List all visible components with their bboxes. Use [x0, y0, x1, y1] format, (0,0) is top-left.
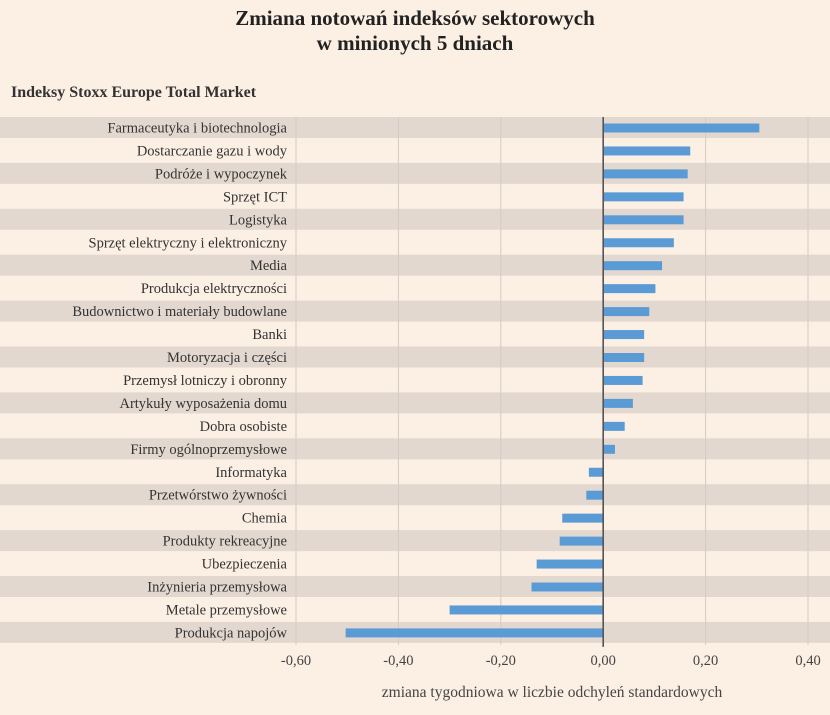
bar: [603, 215, 684, 225]
row-band: [0, 208, 830, 230]
category-label: Dostarczanie gazu i wody: [137, 143, 288, 159]
category-label: Artykuły wyposażenia domu: [119, 396, 287, 412]
bar: [603, 307, 650, 317]
bar: [603, 421, 625, 431]
row-band: [0, 438, 830, 460]
bar: [603, 238, 674, 248]
x-tick-label: 0,40: [795, 653, 820, 669]
category-label: Produkty rekreacyjne: [163, 534, 287, 550]
category-label: Chemia: [242, 511, 288, 527]
category-label: Sprzęt ICT: [223, 189, 287, 205]
bar: [586, 490, 604, 500]
row-band: [0, 576, 830, 597]
bar: [603, 375, 643, 385]
category-label: Motoryzacja i części: [167, 350, 287, 366]
row-band: [0, 300, 830, 322]
bar: [603, 169, 688, 179]
category-label: Produkcja elektryczności: [141, 281, 287, 297]
bar: [603, 261, 663, 271]
bars: [345, 123, 760, 638]
bar: [603, 353, 645, 362]
row-band: [0, 392, 830, 414]
category-label: Podróże i wypoczynek: [155, 166, 288, 182]
category-label: Logistyka: [229, 212, 288, 228]
bar: [603, 398, 633, 408]
category-label: Budownictwo i materiały budowlane: [72, 304, 287, 320]
category-label: Produkcja napojów: [175, 625, 288, 641]
category-labels: Farmaceutyka i biotechnologia Dostarczani…: [72, 121, 287, 642]
category-label: Informatyka: [215, 465, 287, 481]
category-label: Banki: [252, 327, 287, 343]
bar: [603, 330, 645, 340]
chart-title: Zmiana notowań indeksów sektorowych w mi…: [0, 6, 830, 56]
row-band: [0, 162, 830, 184]
chart-title-line-2: w minionych 5 dniach: [316, 31, 514, 55]
bar: [562, 513, 604, 523]
row-band: [0, 117, 830, 138]
category-label: Sprzęt elektryczny i elektroniczny: [89, 235, 288, 251]
x-tick-labels: -0,60 -0,40 -0,20 0,00 0,20 0,40: [281, 653, 821, 669]
bar: [345, 628, 604, 638]
chart-subtitle: Indeksy Stoxx Europe Total Market: [11, 84, 257, 101]
x-tick-label: -0,40: [383, 653, 413, 669]
bar: [531, 582, 604, 592]
bar: [603, 192, 684, 202]
category-label: Firmy ogólnoprzemysłowe: [130, 442, 287, 458]
bar: [603, 444, 615, 454]
category-label: Przemysł lotniczy i obronny: [123, 373, 288, 389]
bar: [603, 146, 691, 156]
category-label: Media: [250, 258, 288, 274]
bar: [603, 284, 656, 294]
grid-lines: [295, 117, 809, 645]
bar: [536, 559, 604, 569]
row-band: [0, 484, 830, 506]
x-tick-label: -0,60: [281, 653, 311, 669]
category-label: Ubezpieczenia: [202, 557, 288, 573]
x-tick-label: 0,20: [693, 653, 718, 669]
x-axis-title: zmiana tygodniowa w liczbie odchyleń sta…: [382, 684, 723, 701]
category-label: Metale przemysłowe: [166, 602, 287, 618]
bar: [588, 467, 604, 477]
bar: [449, 605, 604, 615]
category-label: Przetwórstwo żywności: [149, 488, 287, 504]
x-tick-label: 0,00: [591, 653, 616, 669]
bar: [603, 123, 760, 133]
category-label: Inżynieria przemysłowa: [147, 580, 287, 596]
row-bands: [0, 117, 830, 643]
chart-title-line-1: Zmiana notowań indeksów sektorowych: [235, 6, 595, 30]
row-band: [0, 346, 830, 368]
row-band: [0, 254, 830, 276]
category-label: Dobra osobiste: [200, 419, 287, 435]
row-band: [0, 530, 830, 552]
category-label: Farmaceutyka i biotechnologia: [107, 121, 287, 137]
x-tick-label: -0,20: [486, 653, 516, 669]
bar: [559, 536, 604, 546]
